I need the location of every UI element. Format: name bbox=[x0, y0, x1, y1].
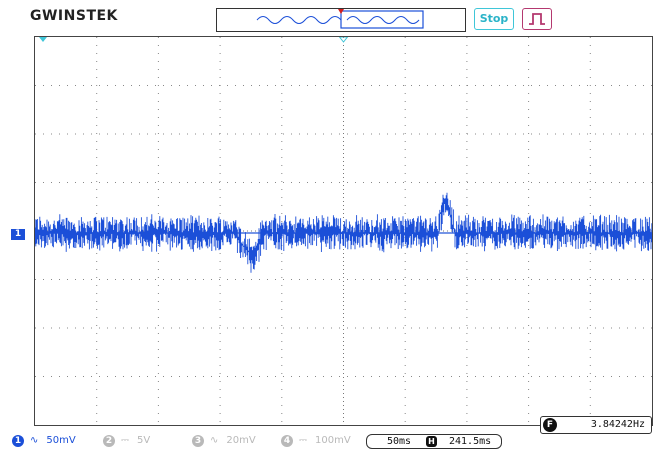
channel-1-scale: 50mV bbox=[46, 435, 76, 446]
graticule bbox=[34, 36, 653, 425]
dc-coupling-icon: ⎓ bbox=[121, 435, 129, 446]
horizontal-position-icon: H bbox=[426, 436, 437, 447]
frequency-value: 3.84242Hz bbox=[590, 419, 645, 430]
ac-coupling-icon: ∿ bbox=[30, 435, 39, 446]
channel-4-badge: 4 bbox=[281, 435, 293, 447]
dc-coupling-icon: ⎓ bbox=[299, 435, 307, 446]
channel-2-badge: 2 bbox=[103, 435, 115, 447]
channel-3-badge: 3 bbox=[192, 435, 204, 447]
frequency-measurement[interactable]: F 3.84242Hz bbox=[540, 416, 652, 434]
channel-1-badge: 1 bbox=[12, 435, 24, 447]
trigger-position-marker bbox=[338, 9, 344, 14]
status-bar: 1 ∿ 50mV 2 ⎓ 5V 3 ∿ 20mV 4 ⎓ 100mV 50ms H 241.5m… bbox=[0, 433, 659, 450]
ch1-ground-marker[interactable]: 1 bbox=[11, 229, 25, 240]
channel-2-scale: 5V bbox=[136, 435, 151, 446]
run-stop-status[interactable]: Stop bbox=[474, 8, 514, 30]
channel-3-scale: 20mV bbox=[226, 435, 256, 446]
channel-1-info[interactable]: 1 ∿ 50mV bbox=[12, 434, 76, 448]
overview-waveform bbox=[256, 9, 424, 29]
channel-2-info[interactable]: 2 ⎓ 5V bbox=[103, 434, 150, 448]
brand-logo: GWINSTEK bbox=[30, 8, 118, 24]
channel-3-info[interactable]: 3 ∿ 20mV bbox=[192, 434, 256, 448]
channel-4-info[interactable]: 4 ⎓ 100mV bbox=[281, 434, 351, 448]
frequency-icon: F bbox=[543, 418, 557, 432]
memory-overview-bar[interactable] bbox=[216, 8, 466, 32]
waveform-grid[interactable] bbox=[34, 36, 653, 426]
trigger-time-marker bbox=[338, 36, 349, 43]
ac-coupling-icon: ∿ bbox=[210, 435, 219, 446]
trigger-type-icon[interactable] bbox=[522, 8, 552, 30]
timebase-info[interactable]: 50ms H 241.5ms bbox=[366, 434, 502, 449]
time-per-div: 50ms bbox=[387, 436, 412, 447]
overview-view-window bbox=[340, 10, 424, 29]
horizontal-position: 241.5ms bbox=[449, 436, 492, 447]
trigger-level-marker bbox=[39, 37, 47, 42]
channel-4-scale: 100mV bbox=[314, 435, 351, 446]
